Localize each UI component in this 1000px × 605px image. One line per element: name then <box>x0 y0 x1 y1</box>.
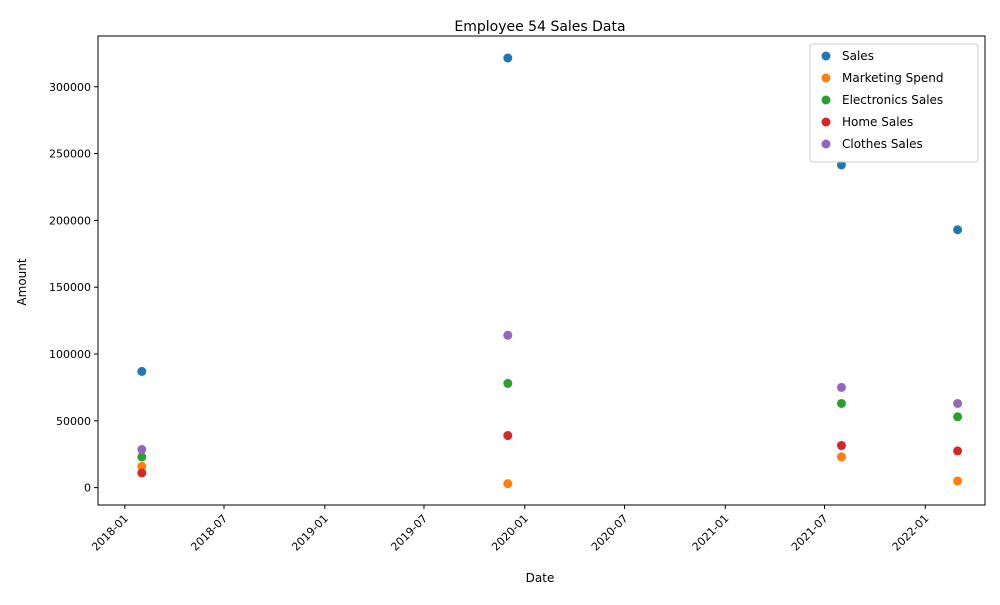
data-point-sales <box>503 53 513 63</box>
legend-marker <box>821 95 831 105</box>
data-point-sales <box>137 366 147 376</box>
data-point-marketing-spend <box>503 479 513 489</box>
data-point-clothes-sales <box>503 330 513 340</box>
data-point-marketing-spend <box>137 461 147 471</box>
x-tick-label: 2018-07 <box>188 512 230 554</box>
legend-box <box>809 43 979 163</box>
data-point-sales <box>953 225 963 235</box>
x-tick-label: 2020-01 <box>489 512 531 554</box>
x-tick-label: 2021-07 <box>789 512 831 554</box>
data-point-home-sales <box>503 431 513 441</box>
legend-label: Sales <box>842 49 874 63</box>
data-point-clothes-sales <box>953 398 963 408</box>
y-tick-label: 0 <box>84 482 91 495</box>
y-tick-label: 250000 <box>49 148 91 161</box>
data-point-home-sales <box>953 446 963 456</box>
data-point-sales <box>836 160 846 170</box>
x-tick-label: 2019-07 <box>388 512 430 554</box>
x-axis: 2018-01 2018-07 2019-01 2019-07 2020-01 2020-… <box>89 505 931 554</box>
plot-frame <box>97 35 986 506</box>
legend: Sales Marketing Spend Electronics Sales Hom… <box>809 43 979 163</box>
legend-marker <box>821 73 831 83</box>
legend-label: Home Sales <box>842 115 913 129</box>
y-tick-label: 50000 <box>56 415 91 428</box>
y-tick-label: 200000 <box>49 214 91 227</box>
legend-marker <box>821 51 831 61</box>
data-point-electronics-sales <box>503 378 513 388</box>
x-tick-label: 2018-01 <box>89 512 131 554</box>
chart-title: Employee 54 Sales Data <box>454 19 625 35</box>
data-point-home-sales <box>836 441 846 451</box>
y-tick-label: 300000 <box>49 81 91 94</box>
y-axis-label: Amount <box>15 258 29 305</box>
x-tick-label: 2022-01 <box>890 512 932 554</box>
data-point-marketing-spend <box>953 476 963 486</box>
data-point-electronics-sales <box>137 452 147 462</box>
x-tick-label: 2020-07 <box>589 512 631 554</box>
legend-label: Marketing Spend <box>842 71 943 85</box>
legend-marker <box>821 117 831 127</box>
data-point-clothes-sales <box>137 445 147 455</box>
legend-label: Electronics Sales <box>842 93 943 107</box>
data-point-clothes-sales <box>836 382 846 392</box>
x-tick-label: 2019-01 <box>289 512 331 554</box>
x-axis-label: Date <box>526 571 555 585</box>
data-point-electronics-sales <box>836 398 846 408</box>
y-tick-label: 100000 <box>49 348 91 361</box>
data-point-electronics-sales <box>953 412 963 422</box>
data-point-home-sales <box>137 468 147 478</box>
plot-points <box>137 53 963 489</box>
y-axis: 0 50000 100000 150000 200000 250000 300000 <box>49 81 98 495</box>
legend-label: Clothes Sales <box>842 137 923 151</box>
data-point-marketing-spend <box>836 452 846 462</box>
y-tick-label: 150000 <box>49 281 91 294</box>
x-tick-label: 2021-01 <box>690 512 732 554</box>
legend-marker <box>821 139 831 149</box>
